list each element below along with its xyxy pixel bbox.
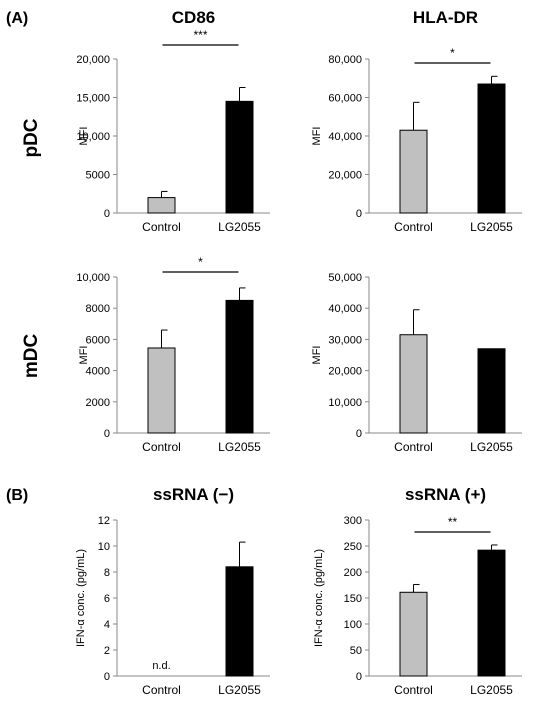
y-tick-label: 60,000 bbox=[328, 93, 362, 105]
bar bbox=[399, 129, 428, 214]
bar bbox=[147, 197, 176, 214]
bar bbox=[477, 549, 506, 677]
bar bbox=[147, 347, 176, 434]
category-label: LG2055 bbox=[218, 440, 261, 454]
category-label: LG2055 bbox=[218, 220, 261, 234]
row-label-pdc: pDC bbox=[21, 118, 42, 157]
category-label: Control bbox=[142, 440, 181, 454]
y-tick-label: 40,000 bbox=[328, 303, 362, 315]
significance-marker: * bbox=[450, 46, 455, 60]
y-tick-label: 12 bbox=[98, 515, 110, 527]
y-axis-label: IFN-α conc. (pg/mL) bbox=[313, 549, 325, 647]
y-tick-label: 2000 bbox=[86, 397, 110, 409]
y-tick-label: 4 bbox=[104, 619, 110, 631]
y-tick-label: 0 bbox=[104, 428, 110, 440]
category-label: Control bbox=[394, 683, 433, 697]
chart-title: CD86 bbox=[172, 8, 215, 27]
y-tick-label: 4000 bbox=[86, 366, 110, 378]
y-tick-label: 5000 bbox=[86, 170, 110, 182]
y-axis-label: MFI bbox=[78, 127, 90, 146]
panel-label-a: (A) bbox=[6, 10, 28, 27]
y-tick-label: 250 bbox=[344, 541, 362, 553]
bar bbox=[477, 348, 506, 434]
y-tick-label: 20,000 bbox=[328, 366, 362, 378]
y-tick-label: 2 bbox=[104, 645, 110, 657]
y-axis-label: MFI bbox=[311, 346, 323, 365]
y-tick-label: 15,000 bbox=[76, 93, 110, 105]
category-label: LG2055 bbox=[470, 220, 513, 234]
bar bbox=[399, 591, 428, 677]
not-detected-label: n.d. bbox=[152, 660, 170, 672]
y-tick-label: 150 bbox=[344, 593, 362, 605]
y-tick-label: 200 bbox=[344, 567, 362, 579]
bar bbox=[477, 83, 506, 214]
y-tick-label: 6000 bbox=[86, 334, 110, 346]
category-label: LG2055 bbox=[470, 440, 513, 454]
chart-title: ssRNA (+) bbox=[405, 485, 486, 504]
y-tick-label: 8000 bbox=[86, 303, 110, 315]
y-tick-label: 10,000 bbox=[76, 272, 110, 284]
y-tick-label: 30,000 bbox=[328, 334, 362, 346]
y-axis-label: IFN-α conc. (pg/mL) bbox=[75, 549, 87, 647]
y-tick-label: 0 bbox=[356, 671, 362, 683]
y-tick-label: 0 bbox=[356, 208, 362, 220]
chart-title: HLA-DR bbox=[413, 8, 478, 27]
y-tick-label: 80,000 bbox=[328, 54, 362, 66]
y-tick-label: 10,000 bbox=[76, 131, 110, 143]
y-tick-label: 0 bbox=[104, 671, 110, 683]
significance-marker: ** bbox=[448, 515, 458, 529]
category-label: Control bbox=[394, 440, 433, 454]
y-tick-label: 10,000 bbox=[328, 397, 362, 409]
panel-label-b: (B) bbox=[6, 487, 28, 504]
y-tick-label: 20,000 bbox=[328, 170, 362, 182]
significance-marker: *** bbox=[193, 28, 207, 42]
category-label: LG2055 bbox=[470, 683, 513, 697]
y-tick-label: 50,000 bbox=[328, 272, 362, 284]
y-tick-label: 100 bbox=[344, 619, 362, 631]
bar bbox=[225, 299, 254, 434]
category-label: Control bbox=[394, 220, 433, 234]
y-tick-label: 40,000 bbox=[328, 131, 362, 143]
category-label: LG2055 bbox=[218, 683, 261, 697]
y-tick-label: 300 bbox=[344, 515, 362, 527]
y-tick-label: 8 bbox=[104, 567, 110, 579]
row-label-mdc: mDC bbox=[21, 334, 42, 379]
bar bbox=[225, 566, 254, 677]
chart-title: ssRNA (−) bbox=[153, 485, 234, 504]
y-tick-label: 10 bbox=[98, 541, 110, 553]
bar bbox=[225, 100, 254, 214]
y-tick-label: 50 bbox=[350, 645, 362, 657]
category-label: Control bbox=[142, 220, 181, 234]
y-tick-label: 6 bbox=[104, 593, 110, 605]
bar bbox=[399, 334, 428, 434]
y-tick-label: 0 bbox=[104, 208, 110, 220]
y-axis-label: MFI bbox=[311, 127, 323, 146]
y-tick-label: 20,000 bbox=[76, 54, 110, 66]
significance-marker: * bbox=[198, 255, 203, 269]
category-label: Control bbox=[142, 683, 181, 697]
y-tick-label: 0 bbox=[356, 428, 362, 440]
y-axis-label: MFI bbox=[78, 346, 90, 365]
